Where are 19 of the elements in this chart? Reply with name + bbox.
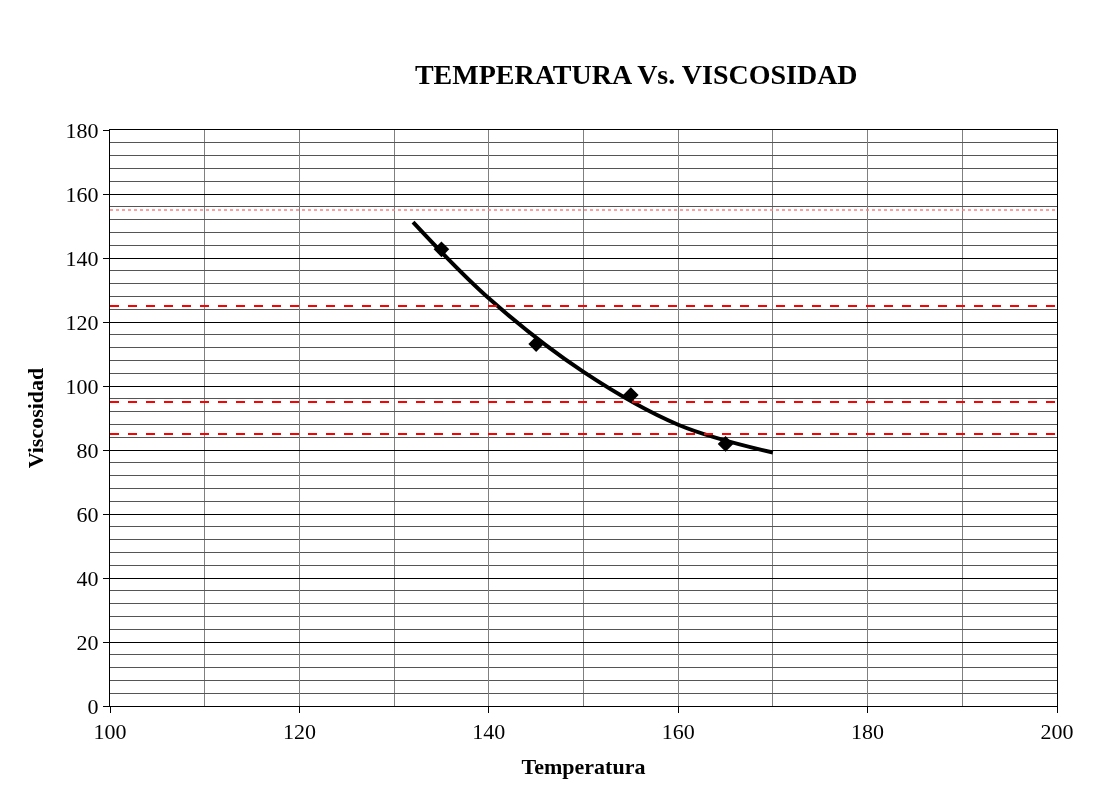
y-tick-label: 0: [87, 693, 99, 719]
chart-title: TEMPERATURA Vs. VISCOSIDAD: [414, 59, 858, 91]
x-axis-title: Temperatura: [521, 754, 646, 780]
y-tick-label: 140: [65, 245, 99, 271]
y-tick-label: 160: [65, 181, 99, 207]
x-tick-label: 100: [93, 719, 127, 745]
y-tick-label: 180: [65, 117, 99, 143]
x-tick-label: 160: [661, 719, 695, 745]
x-tick-label: 140: [472, 719, 506, 745]
y-tick-label: 40: [76, 565, 99, 591]
x-tick-label: 200: [1040, 719, 1074, 745]
y-axis-title: Viscosidad: [23, 367, 49, 469]
y-tick-label: 20: [76, 629, 99, 655]
x-tick-label: 120: [282, 719, 316, 745]
y-tick-label: 80: [76, 437, 99, 463]
y-tick-label: 120: [65, 309, 99, 335]
y-tick-label: 60: [76, 501, 99, 527]
x-tick-label: 180: [851, 719, 885, 745]
y-tick-label: 100: [65, 373, 99, 399]
